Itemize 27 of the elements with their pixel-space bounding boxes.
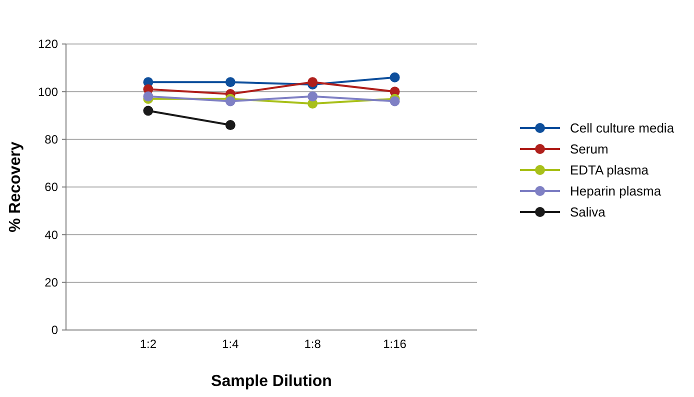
point bbox=[143, 106, 154, 116]
point bbox=[225, 77, 236, 88]
y-tick-label: 60 bbox=[44, 180, 58, 194]
y-tick-label: 20 bbox=[44, 276, 58, 290]
point bbox=[390, 72, 400, 82]
x-tick-label: 1:4 bbox=[222, 337, 240, 351]
x-tick-label: 1:8 bbox=[304, 337, 322, 351]
point bbox=[308, 91, 318, 102]
legend-label: Saliva bbox=[570, 204, 606, 220]
y-tick-label: 120 bbox=[38, 37, 58, 52]
legend-label: Cell culture media bbox=[570, 120, 675, 136]
point bbox=[390, 96, 400, 106]
point bbox=[225, 120, 236, 130]
legend-label: Heparin plasma bbox=[570, 184, 662, 199]
x-tick-label: 1:2 bbox=[140, 337, 157, 351]
point bbox=[225, 96, 236, 106]
y-tick-label: 40 bbox=[44, 228, 58, 242]
point bbox=[308, 77, 318, 88]
x-tick-label: 1:16 bbox=[383, 337, 407, 351]
y-tick-label: 80 bbox=[44, 132, 58, 147]
point bbox=[143, 91, 154, 102]
y-tick-label: 100 bbox=[38, 84, 58, 99]
legend-label: EDTA plasma bbox=[570, 162, 650, 178]
legend-label: Serum bbox=[570, 142, 608, 157]
y-axis-title: % Recovery bbox=[7, 142, 24, 232]
y-tick-label: 0 bbox=[51, 323, 58, 338]
x-axis-title: Sample Dilution bbox=[211, 373, 332, 390]
